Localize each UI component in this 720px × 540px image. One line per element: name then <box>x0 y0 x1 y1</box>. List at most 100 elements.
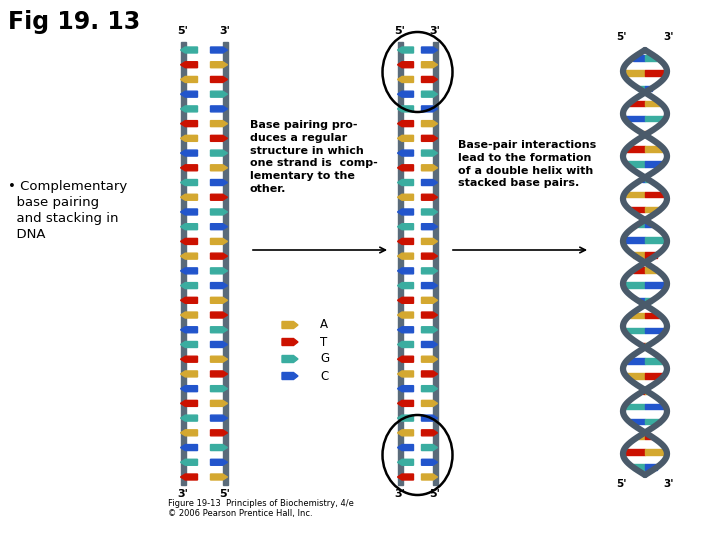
Polygon shape <box>210 341 228 347</box>
Bar <box>645 388 647 394</box>
Polygon shape <box>210 298 228 303</box>
Polygon shape <box>397 253 413 259</box>
Text: 3': 3' <box>664 479 674 489</box>
Polygon shape <box>181 298 197 303</box>
Polygon shape <box>181 179 197 186</box>
Polygon shape <box>397 341 413 347</box>
Bar <box>645 177 648 182</box>
Polygon shape <box>210 474 228 480</box>
Bar <box>645 161 663 167</box>
Text: C: C <box>320 369 328 382</box>
Bar <box>643 131 645 137</box>
Polygon shape <box>421 239 438 245</box>
Polygon shape <box>397 356 413 362</box>
Polygon shape <box>397 386 413 392</box>
Polygon shape <box>210 312 228 318</box>
Bar <box>402 416 433 420</box>
Polygon shape <box>421 327 438 333</box>
Text: and stacking in: and stacking in <box>8 212 119 225</box>
Bar <box>645 116 665 122</box>
Polygon shape <box>421 136 438 141</box>
Bar <box>402 357 433 361</box>
Polygon shape <box>397 268 413 274</box>
Bar <box>645 70 667 76</box>
Bar <box>642 177 645 182</box>
Bar <box>402 372 433 376</box>
Bar <box>402 210 433 214</box>
Bar <box>645 85 652 91</box>
Polygon shape <box>181 194 197 200</box>
Text: 5': 5' <box>220 489 230 499</box>
Bar <box>634 267 645 273</box>
Polygon shape <box>421 77 438 83</box>
Polygon shape <box>421 150 438 156</box>
Polygon shape <box>210 194 228 200</box>
Bar <box>402 284 433 287</box>
Polygon shape <box>282 321 298 328</box>
Polygon shape <box>181 282 197 288</box>
Bar <box>633 464 645 470</box>
Polygon shape <box>181 47 197 53</box>
Bar <box>402 446 433 449</box>
Polygon shape <box>210 91 228 97</box>
Bar <box>402 63 433 66</box>
Bar <box>638 434 645 440</box>
Polygon shape <box>421 268 438 274</box>
Polygon shape <box>210 77 228 83</box>
Bar <box>629 100 645 106</box>
Bar <box>645 192 666 197</box>
Polygon shape <box>210 209 228 215</box>
Polygon shape <box>181 150 197 156</box>
Text: 3': 3' <box>430 26 441 36</box>
Bar <box>645 207 660 212</box>
Polygon shape <box>210 224 228 230</box>
Bar <box>638 298 645 303</box>
Polygon shape <box>421 341 438 347</box>
Polygon shape <box>210 253 228 259</box>
Polygon shape <box>210 268 228 274</box>
Polygon shape <box>397 120 413 126</box>
Polygon shape <box>397 371 413 377</box>
Bar <box>623 237 645 242</box>
Text: Figure 19-13  Principles of Biochemistry, 4/e
© 2006 Pearson Prentice Hall, Inc.: Figure 19-13 Principles of Biochemistry,… <box>168 498 354 518</box>
Polygon shape <box>397 91 413 97</box>
Bar <box>645 237 667 242</box>
Polygon shape <box>181 327 197 333</box>
Polygon shape <box>181 209 197 215</box>
Polygon shape <box>397 430 413 436</box>
Bar <box>402 254 433 258</box>
Polygon shape <box>421 444 438 450</box>
Polygon shape <box>181 356 197 362</box>
Polygon shape <box>421 165 438 171</box>
Bar <box>645 131 647 137</box>
Polygon shape <box>181 386 197 392</box>
Bar <box>645 267 657 273</box>
Bar <box>402 107 433 111</box>
Polygon shape <box>397 400 413 407</box>
Bar <box>645 449 667 455</box>
Polygon shape <box>421 356 438 362</box>
Polygon shape <box>397 136 413 141</box>
Text: Base-pair interactions
lead to the formation
of a double helix with
stacked base: Base-pair interactions lead to the forma… <box>458 140 596 188</box>
Polygon shape <box>181 415 197 421</box>
Polygon shape <box>397 62 413 68</box>
Bar <box>645 146 664 152</box>
Bar <box>645 313 660 318</box>
Bar <box>624 404 645 409</box>
Bar <box>645 55 657 60</box>
Polygon shape <box>181 224 197 230</box>
Text: 5': 5' <box>178 26 189 36</box>
Polygon shape <box>421 253 438 259</box>
Text: 5': 5' <box>395 26 405 36</box>
Bar <box>402 240 433 243</box>
Polygon shape <box>181 341 197 347</box>
Polygon shape <box>421 194 438 200</box>
Bar <box>629 207 645 212</box>
Text: Base pairing pro-
duces a regular
structure in which
one strand is  comp-
lement: Base pairing pro- duces a regular struct… <box>250 120 378 194</box>
Bar <box>402 269 433 273</box>
Bar <box>645 358 663 364</box>
Bar <box>645 222 652 227</box>
Bar <box>642 343 645 348</box>
Bar <box>645 282 667 288</box>
Bar <box>624 116 645 122</box>
